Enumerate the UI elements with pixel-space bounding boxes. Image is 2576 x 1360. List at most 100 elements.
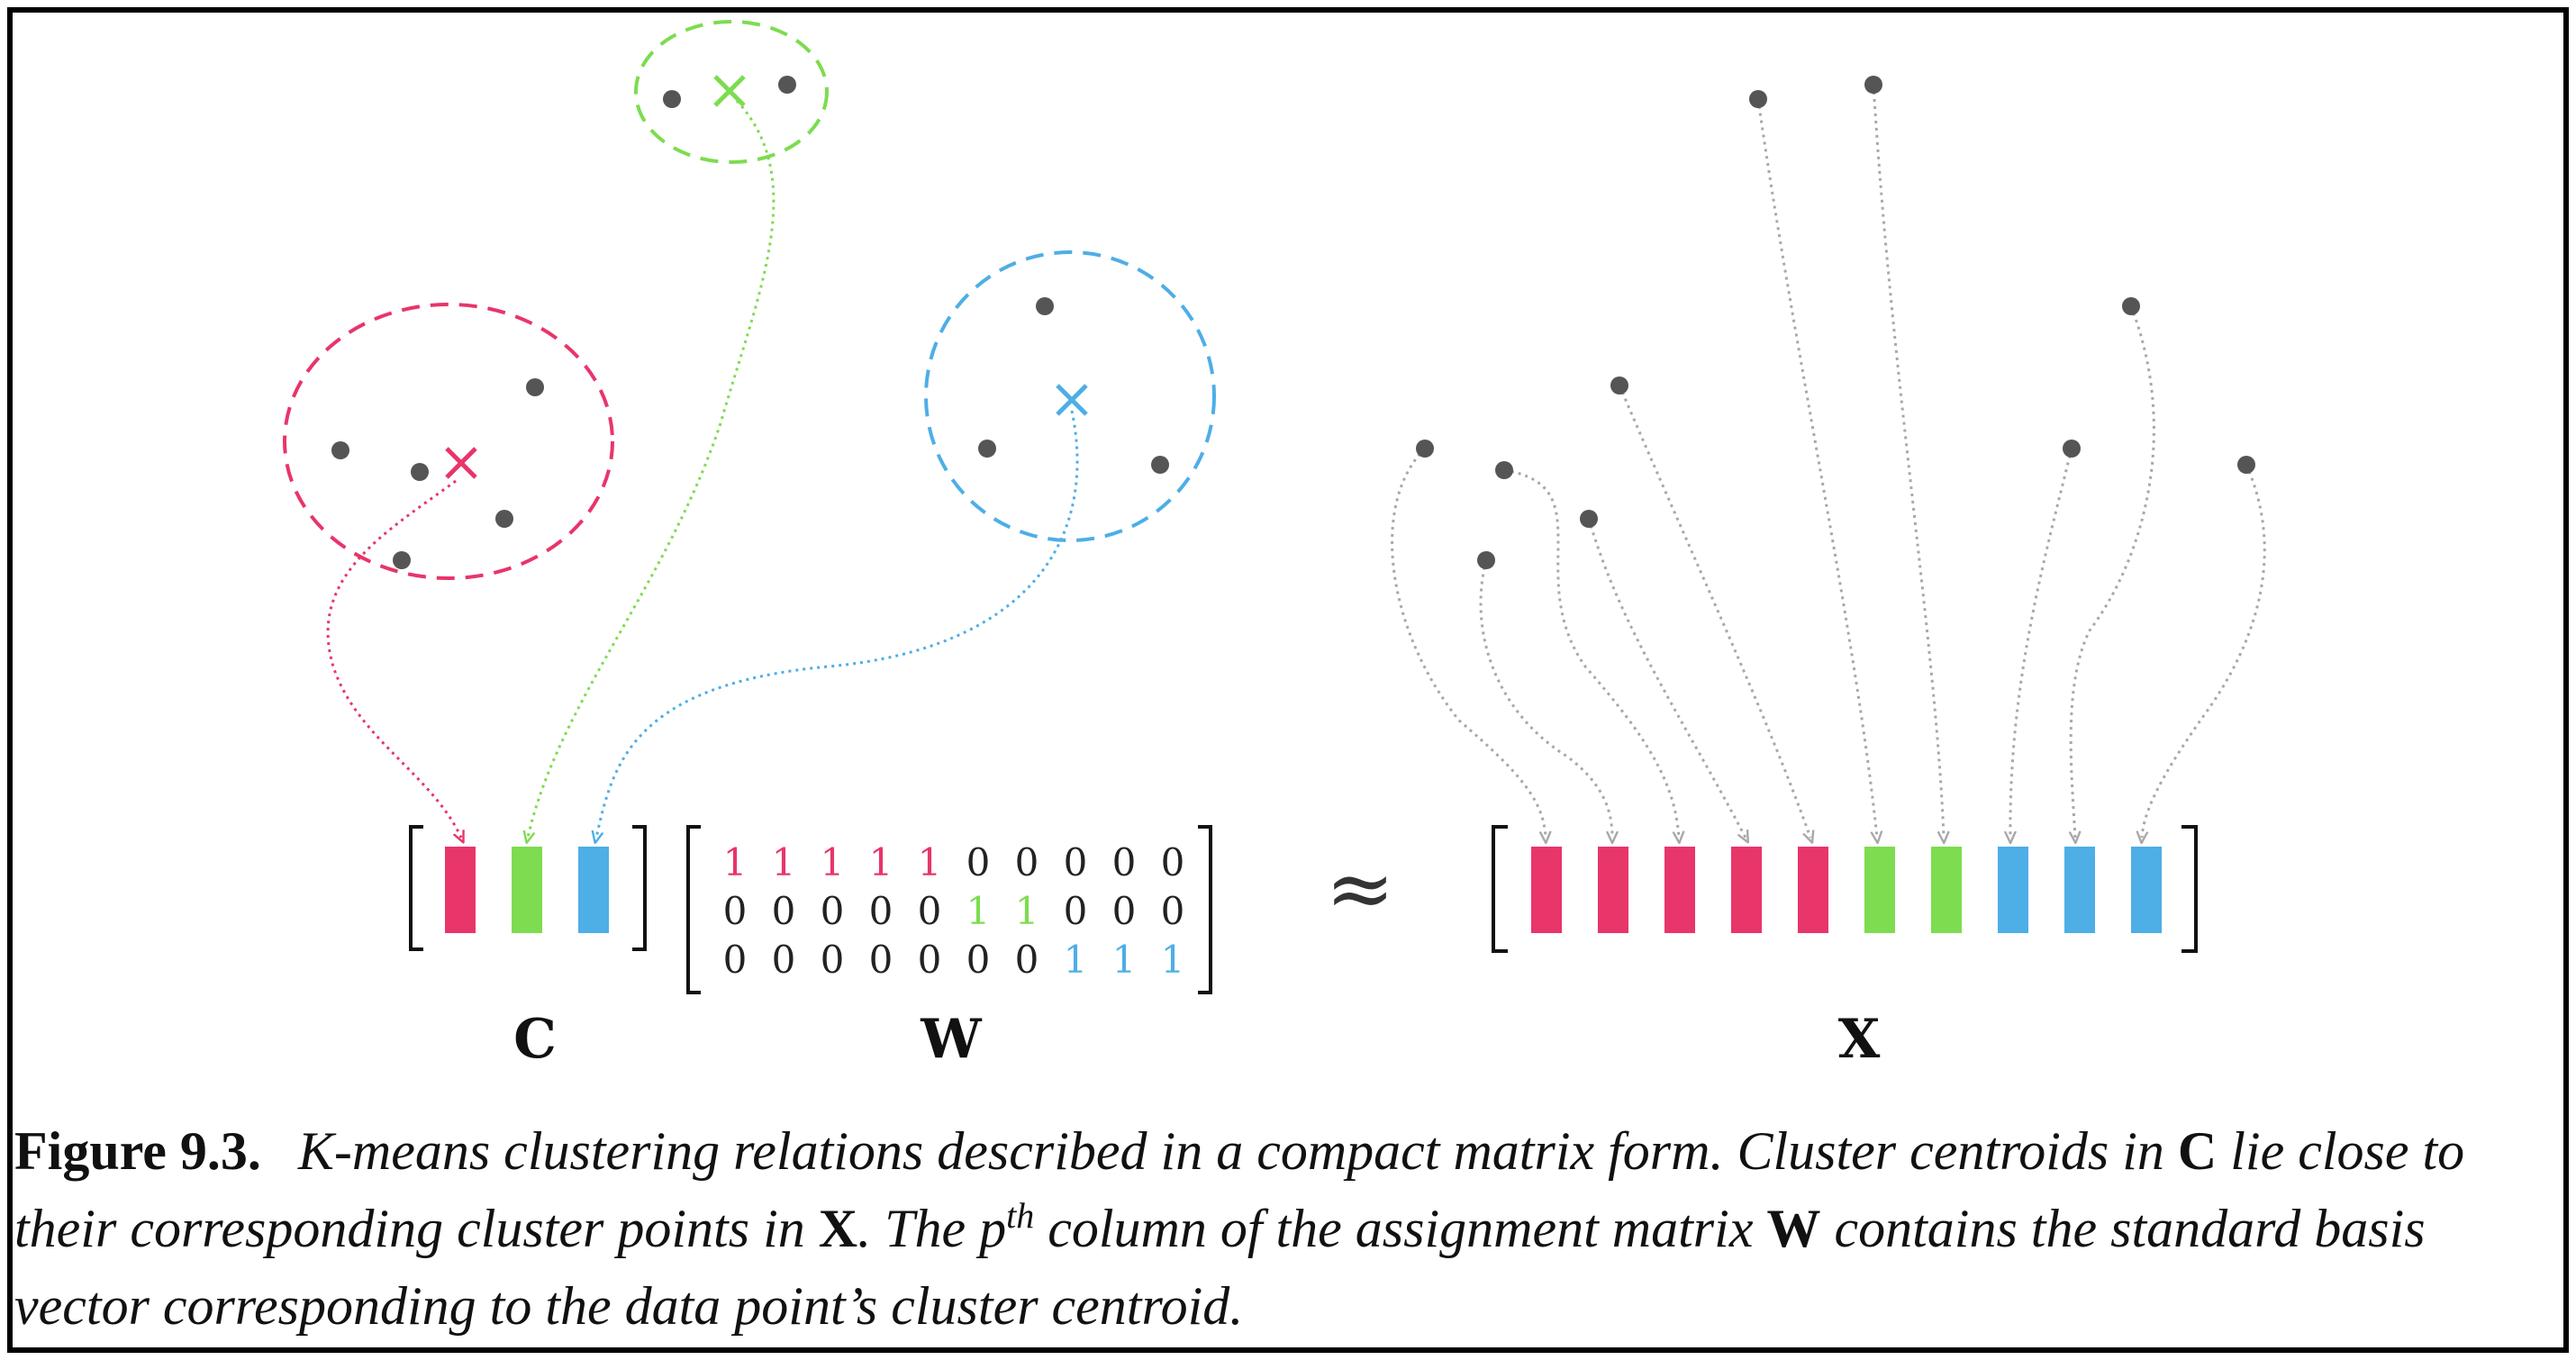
c-column-green <box>512 847 542 933</box>
matrix-w-cell: 0 <box>772 938 796 982</box>
matrix-w-cell: 0 <box>821 889 845 933</box>
x-column-red <box>1664 847 1695 933</box>
caption-text-5: contains the standard basis vector corre… <box>14 1199 2426 1336</box>
data-point <box>663 90 681 108</box>
c-column-blue <box>578 847 609 933</box>
matrix-x-columns <box>1531 847 2162 933</box>
x-column-red <box>1731 847 1762 933</box>
connector-gray <box>2142 464 2266 838</box>
matrix-x-brackets <box>1492 825 2198 953</box>
matrix-w-entries: 1 1 1 1 1 0 0 0 0 00 0 0 0 0 1 1 0 0 00 0 0 0 0 0 0 1 1 1 <box>723 840 1185 982</box>
caption-text-2: lie close to their corresponding cluster… <box>14 1121 2465 1258</box>
matrix-w-cell: 1 <box>772 840 796 884</box>
centroid-blue-icon <box>1056 384 1088 416</box>
connector-gray <box>2071 305 2155 838</box>
matrix-w-cell: 1 <box>1064 938 1088 982</box>
matrix-w-cell: 0 <box>821 938 845 982</box>
cluster-red-boundary <box>283 303 614 580</box>
matrix-w-brackets <box>686 825 1212 994</box>
connector-gray <box>1618 385 1810 838</box>
matrix-w-cell: 1 <box>723 840 748 884</box>
matrix-w-cell: 1 <box>918 840 942 884</box>
data-point <box>411 463 429 481</box>
data-point <box>2063 440 2081 458</box>
connector-green <box>528 99 776 838</box>
connector-gray <box>1391 447 1546 838</box>
cluster-blue-boundary <box>924 250 1216 542</box>
matrix-w-cell: 0 <box>1015 938 1039 982</box>
connector-gray <box>2010 448 2073 838</box>
connector-gray <box>1872 84 1944 838</box>
approx-symbol: ≈ <box>1325 840 1394 937</box>
data-point <box>526 378 544 396</box>
x-column-green <box>1931 847 1962 933</box>
data-point <box>1477 551 1495 569</box>
matrix-w-cell: 0 <box>723 938 748 982</box>
cluster-points <box>331 76 1169 569</box>
x-column-blue <box>2064 847 2095 933</box>
centroid-red-icon <box>445 447 477 479</box>
matrix-w-cell: 0 <box>1064 889 1088 933</box>
matrix-w-cell: 1 <box>1015 889 1039 933</box>
caption-p: p <box>979 1199 1007 1258</box>
matrix-w-cell: 1 <box>821 840 845 884</box>
data-point <box>1036 297 1054 315</box>
c-column-red <box>445 847 476 933</box>
matrix-w-cell: 0 <box>1161 889 1185 933</box>
data-point <box>1495 461 1513 479</box>
data-point <box>2122 297 2140 315</box>
connector-blue <box>596 410 1079 838</box>
data-point <box>1416 440 1434 458</box>
matrix-w-cell: 1 <box>1112 938 1137 982</box>
x-column-blue <box>1998 847 2028 933</box>
caption-symbol-c: C <box>2177 1121 2218 1181</box>
matrix-c-brackets <box>409 825 647 951</box>
matrix-w-cell: 0 <box>1064 840 1088 884</box>
x-data-points <box>1391 76 2266 838</box>
x-column-red <box>1798 847 1828 933</box>
connector-gray <box>1503 468 1679 838</box>
connector-gray <box>1479 559 1612 838</box>
matrix-w-cell: 1 <box>869 840 893 884</box>
data-point <box>331 441 349 459</box>
data-point <box>1151 456 1169 474</box>
caption-th: th <box>1006 1195 1035 1236</box>
matrix-w-cell: 0 <box>1112 840 1137 884</box>
matrix-w-cell: 1 <box>966 889 991 933</box>
x-column-red <box>1598 847 1628 933</box>
caption-symbol-w: W <box>1766 1199 1821 1258</box>
connector-gray <box>1756 98 1877 838</box>
x-column-green <box>1864 847 1895 933</box>
connector-red <box>326 479 461 838</box>
matrix-w-cell: 0 <box>918 938 942 982</box>
cluster-green-boundary <box>634 20 829 164</box>
data-point <box>1580 510 1598 528</box>
caption-text-1: K-means clustering relations described i… <box>297 1121 2164 1181</box>
data-point <box>2237 456 2255 474</box>
data-point <box>1610 376 1628 394</box>
matrix-w-cell: 0 <box>772 889 796 933</box>
matrix-w-cell: 0 <box>723 889 748 933</box>
label-w: W <box>920 1008 983 1071</box>
caption-text-3: . The <box>857 1199 966 1258</box>
matrix-w-cell: 0 <box>1015 840 1039 884</box>
matrix-w-cell: 0 <box>966 840 991 884</box>
figure-caption: Figure 9.3. K-means clustering relations… <box>14 1112 2560 1345</box>
caption-symbol-x: X <box>818 1199 858 1258</box>
data-point <box>393 551 411 569</box>
data-point <box>495 510 513 528</box>
data-point <box>978 440 996 458</box>
kmeans-diagram: C 1 1 1 1 1 0 0 0 0 00 0 0 0 0 1 1 0 0 00 0 0 0 0 0 0 1 1 1 W ≈ X <box>283 20 2266 1071</box>
x-column-red <box>1531 847 1562 933</box>
label-x: X <box>1838 1008 1881 1071</box>
label-c: C <box>513 1008 557 1071</box>
matrix-w-cell: 0 <box>869 889 893 933</box>
matrix-w-cell: 0 <box>918 889 942 933</box>
connector-gray <box>1587 518 1746 838</box>
caption-figure-number: Figure 9.3. <box>14 1121 261 1181</box>
data-point <box>1749 90 1767 108</box>
data-point <box>1864 76 1882 94</box>
matrix-w-cell: 0 <box>869 938 893 982</box>
figure-frame <box>7 7 2569 1353</box>
x-column-blue <box>2131 847 2162 933</box>
